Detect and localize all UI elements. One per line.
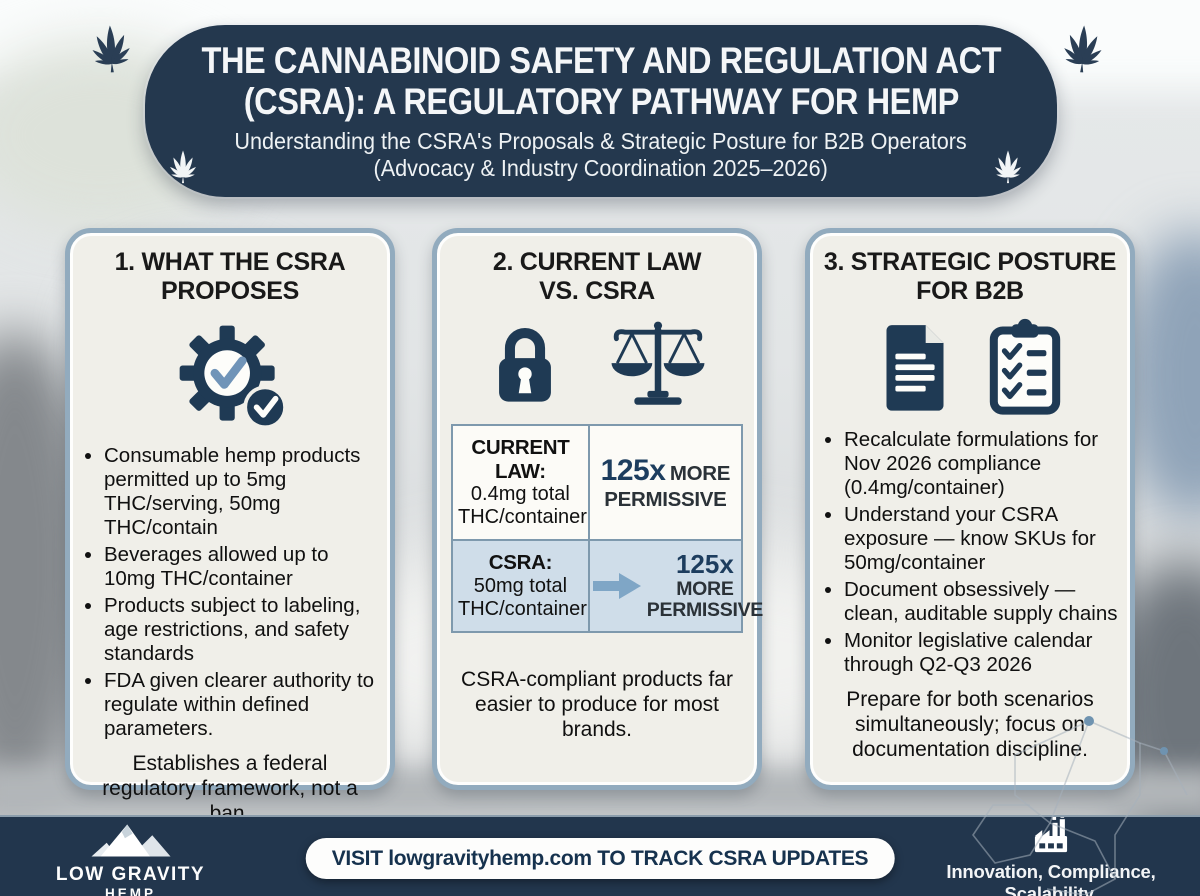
- card-icon-row: [437, 318, 757, 410]
- current-law-cell: CURRENT LAW: 0.4mg total THC/container: [453, 426, 590, 540]
- factory-icon: [1034, 815, 1068, 853]
- bullet-item: Document obsessively — clean, auditable …: [844, 578, 1122, 626]
- card-bullet-list: Consumable hemp products permitted up to…: [84, 444, 382, 741]
- page-title-line1: THE CANNABINOID SAFETY AND REGULATION AC…: [201, 40, 1001, 81]
- card-strategic-posture: 3. STRATEGIC POSTURE FOR B2B: [805, 228, 1135, 790]
- brand-name: LOW GRAVITY: [55, 864, 206, 885]
- card-current-law-vs-csra: 2. CURRENT LAW VS. CSRA: [432, 228, 763, 790]
- bullet-item: Recalculate formulations for Nov 2026 co…: [844, 428, 1122, 500]
- card-footer-note: Establishes a federal regulatory framewo…: [102, 751, 358, 826]
- card-footer-note: Prepare for both scenarios simultaneousl…: [846, 687, 1094, 762]
- table-row-current-law: CURRENT LAW: 0.4mg total THC/container 1…: [453, 426, 741, 542]
- checklist-icon: [989, 318, 1061, 415]
- lock-icon: [499, 328, 551, 402]
- table-row-csra: CSRA: 50mg total THC/container 125x MORE…: [453, 541, 763, 631]
- bullet-item: FDA given clearer authority to regulate …: [104, 669, 382, 741]
- tagline-text: Innovation, Compliance, Scalability.: [946, 861, 1156, 896]
- page-subtitle-line2: (Advocacy & Industry Coordination 2025–2…: [373, 155, 829, 181]
- scales-icon: [611, 321, 705, 405]
- cannabis-leaf-icon: [993, 150, 1023, 184]
- bullet-item: Products subject to labeling, age restri…: [104, 594, 382, 666]
- card-what-csra-proposes: 1. WHAT THE CSRA PROPOSES: [65, 228, 395, 825]
- bullet-item: Monitor legislative calendar through Q2-…: [844, 629, 1122, 677]
- card-bullet-list: Recalculate formulations for Nov 2026 co…: [824, 428, 1122, 677]
- cannabis-leaf-icon: [89, 24, 133, 74]
- card-title: 3. STRATEGIC POSTURE FOR B2B: [823, 248, 1117, 305]
- header-banner: THE CANNABINOID SAFETY AND REGULATION AC…: [145, 25, 1057, 197]
- card-icon-row: [810, 318, 1130, 416]
- bullet-item: Consumable hemp products permitted up to…: [104, 444, 382, 540]
- brand-logo: LOW GRAVITY HEMP: [28, 820, 233, 896]
- card-title: 1. WHAT THE CSRA PROPOSES: [114, 248, 346, 305]
- bullet-item: Beverages allowed up to 10mg THC/contain…: [104, 543, 382, 591]
- cannabis-leaf-icon: [168, 150, 198, 184]
- cta-visit-button[interactable]: VISIT lowgravityhemp.com TO TRACK CSRA U…: [305, 838, 895, 879]
- cannabis-leaf-icon: [1061, 24, 1105, 74]
- csra-cell: CSRA: 50mg total THC/container: [453, 541, 590, 631]
- card-title: 2. CURRENT LAW VS. CSRA: [492, 248, 702, 305]
- current-law-permissive-cell: 125x MORE PERMISSIVE: [600, 453, 731, 511]
- arrow-right-icon: [592, 572, 641, 599]
- page-title-line2: (CSRA): A REGULATORY PATHWAY FOR HEMP: [243, 81, 959, 123]
- card-footer-note: CSRA-compliant products far easier to pr…: [461, 667, 733, 742]
- csra-permissive-cell: 125x MORE PERMISSIVE: [590, 541, 766, 631]
- tagline-block: Innovation, Compliance, Scalability.: [912, 815, 1190, 896]
- page-subtitle-line1: Understanding the CSRA's Proposals & Str…: [234, 127, 968, 154]
- comparison-table: CURRENT LAW: 0.4mg total THC/container 1…: [451, 424, 763, 633]
- bullet-item: Understand your CSRA exposure — know SKU…: [844, 503, 1122, 575]
- card-icon-row: [70, 318, 390, 432]
- mountain-logo-icon: [90, 824, 171, 857]
- gear-check-icon: [179, 325, 287, 430]
- brand-name-sub: HEMP: [104, 886, 156, 896]
- document-icon: [886, 325, 944, 411]
